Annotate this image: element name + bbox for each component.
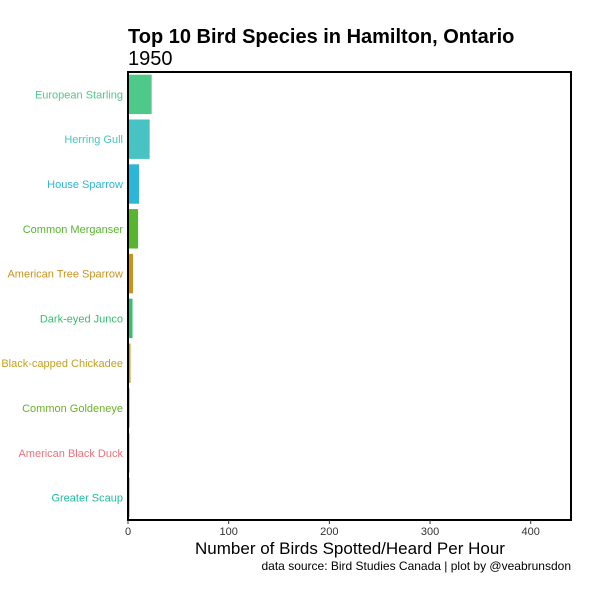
bar-house-sparrow — [128, 164, 140, 204]
category-label: House Sparrow — [47, 179, 123, 191]
category-label: Herring Gull — [64, 134, 123, 146]
x-axis-ticks: 0 100 200 300 400 — [125, 520, 540, 538]
bar-herring-gull — [128, 119, 150, 159]
bar-european-starling — [128, 74, 152, 115]
bar-dark-eyed-junco — [128, 298, 133, 339]
category-label: Greater Scaup — [51, 493, 123, 505]
chart-caption: data source: Bird Studies Canada | plot … — [262, 559, 572, 573]
x-tick-label: 100 — [220, 526, 238, 538]
category-label: European Starling — [35, 89, 123, 101]
x-axis-label: Number of Birds Spotted/Heard Per Hour — [195, 539, 505, 558]
category-label: Dark-eyed Junco — [40, 313, 123, 325]
x-tick-label: 300 — [421, 526, 439, 538]
category-label: American Black Duck — [18, 448, 123, 460]
x-tick-label: 400 — [522, 526, 540, 538]
bar-american-tree-sparrow — [128, 253, 134, 294]
bars-group — [128, 74, 152, 518]
category-label: Black-capped Chickadee — [1, 358, 123, 370]
category-labels: European Starling Herring Gull House Sparr… — [1, 89, 123, 504]
category-label: Common Merganser — [23, 224, 124, 236]
category-label: Common Goldeneye — [22, 403, 123, 415]
category-label: American Tree Sparrow — [7, 269, 123, 281]
plot-frame — [127, 71, 572, 521]
chart-subtitle: 1950 — [128, 48, 173, 70]
x-tick-label: 200 — [320, 526, 338, 538]
chart-title: Top 10 Bird Species in Hamilton, Ontario — [128, 26, 514, 48]
bar-black-capped-chickadee — [128, 343, 131, 383]
bar-common-merganser — [128, 209, 139, 249]
x-tick-label: 0 — [125, 526, 131, 538]
